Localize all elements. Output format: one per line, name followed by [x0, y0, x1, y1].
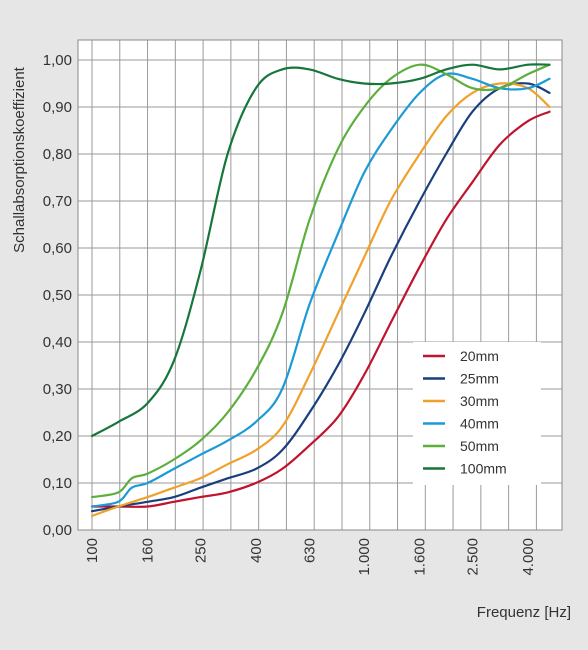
- y-tick-label: 0,60: [43, 240, 72, 257]
- series-line-40mm: [90, 72, 551, 508]
- y-tick-label: 0,30: [43, 381, 72, 398]
- x-tick-label: 1.000: [356, 538, 373, 576]
- x-tick-label: 2.500: [464, 538, 481, 576]
- y-tick-label: 0,10: [43, 475, 72, 492]
- y-axis-ticks: 0,00 0,10 0,20 0,30 0,40 0,50 0,60 0,70 0,80 0,90…: [43, 52, 72, 539]
- legend-label: 30mm: [460, 393, 499, 409]
- x-tick-label: 400: [248, 538, 265, 563]
- y-tick-label: 0,00: [43, 522, 72, 539]
- series-lines: [90, 63, 551, 517]
- legend-label: 25mm: [460, 371, 499, 387]
- plot-border: [77, 39, 563, 531]
- x-tick-label: 4.000: [520, 538, 537, 576]
- x-tick-label: 100: [84, 538, 101, 563]
- x-tick-label: 630: [302, 538, 319, 563]
- series-line-100mm: [90, 63, 551, 438]
- legend-label: 100mm: [460, 461, 507, 477]
- series-line-30mm: [90, 82, 551, 517]
- y-tick-label: 0,70: [43, 193, 72, 210]
- legend-label: 20mm: [460, 348, 499, 364]
- y-tick-label: 0,80: [43, 146, 72, 163]
- series-line-20mm: [90, 110, 551, 508]
- legend-label: 40mm: [460, 416, 499, 432]
- series-line-50mm: [90, 63, 551, 499]
- x-axis-title: Frequenz [Hz]: [477, 604, 571, 621]
- x-tick-label: 1.600: [412, 538, 429, 576]
- legend-background: [413, 342, 541, 485]
- x-tick-label: 160: [140, 538, 157, 563]
- y-tick-label: 0,90: [43, 99, 72, 116]
- series-line-25mm: [90, 82, 551, 513]
- y-tick-label: 1,00: [43, 52, 72, 69]
- legend-label: 50mm: [460, 438, 499, 454]
- legend: 20mm 25mm 30mm 40mm 50mm 100mm: [413, 342, 541, 485]
- x-tick-label: 250: [192, 538, 209, 563]
- y-tick-label: 0,40: [43, 334, 72, 351]
- y-tick-label: 0,50: [43, 287, 72, 304]
- y-axis-title: Schallabsorptionskoeffizient: [11, 66, 28, 253]
- x-axis-ticks: 100 160 250 400 630 1.000 1.600 2.500 4.000: [84, 538, 537, 576]
- y-tick-label: 0,20: [43, 428, 72, 445]
